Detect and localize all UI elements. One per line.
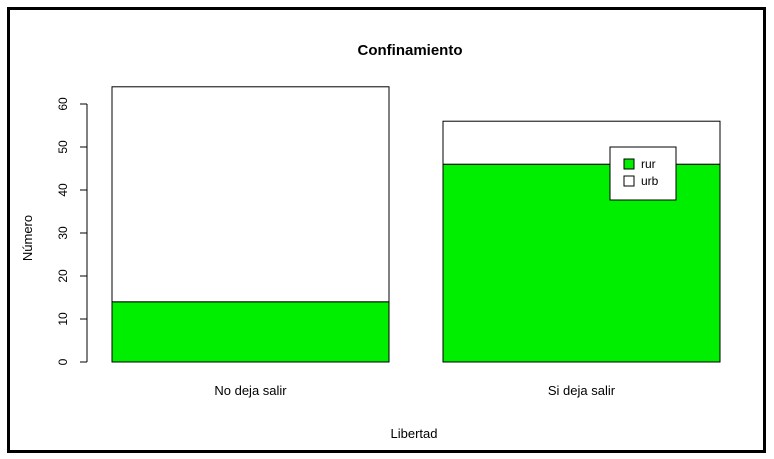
y-tick-label: 60 [56,97,70,111]
bar-2-rur [442,163,721,363]
cropped-text-strip [0,0,774,7]
y-tick-label: 20 [56,269,70,283]
y-tick-label: 30 [56,226,70,240]
legend-label-rur: rur [641,157,656,171]
y-axis: 0 10 20 30 40 50 60 [56,97,88,365]
x-axis-labels: No deja salir Si deja salir [214,383,615,398]
y-tick-label: 50 [56,140,70,154]
bars-group [111,86,721,363]
legend: rur urb [609,146,677,201]
x-axis-label: Libertad [391,426,438,441]
legend-swatch-rur [623,158,635,170]
y-tick-label: 40 [56,183,70,197]
y-tick-label: 0 [56,358,70,365]
y-axis-label: Número [20,215,35,261]
plot-frame: Confinamiento Número Libertad 0 10 20 30 40 5… [7,7,766,453]
legend-label-urb: urb [641,174,659,188]
legend-swatch-urb [623,175,635,187]
y-tick-label: 10 [56,312,70,326]
chart: Confinamiento Número Libertad 0 10 20 30 40 5… [20,42,721,441]
chart-title: Confinamiento [358,42,463,59]
legend-box [609,146,677,201]
x-tick-label: No deja salir [214,383,287,398]
bar-2-urb [442,120,721,165]
bar-1-urb [111,86,390,303]
bar-1-rur [111,301,390,363]
x-tick-label: Si deja salir [548,383,616,398]
